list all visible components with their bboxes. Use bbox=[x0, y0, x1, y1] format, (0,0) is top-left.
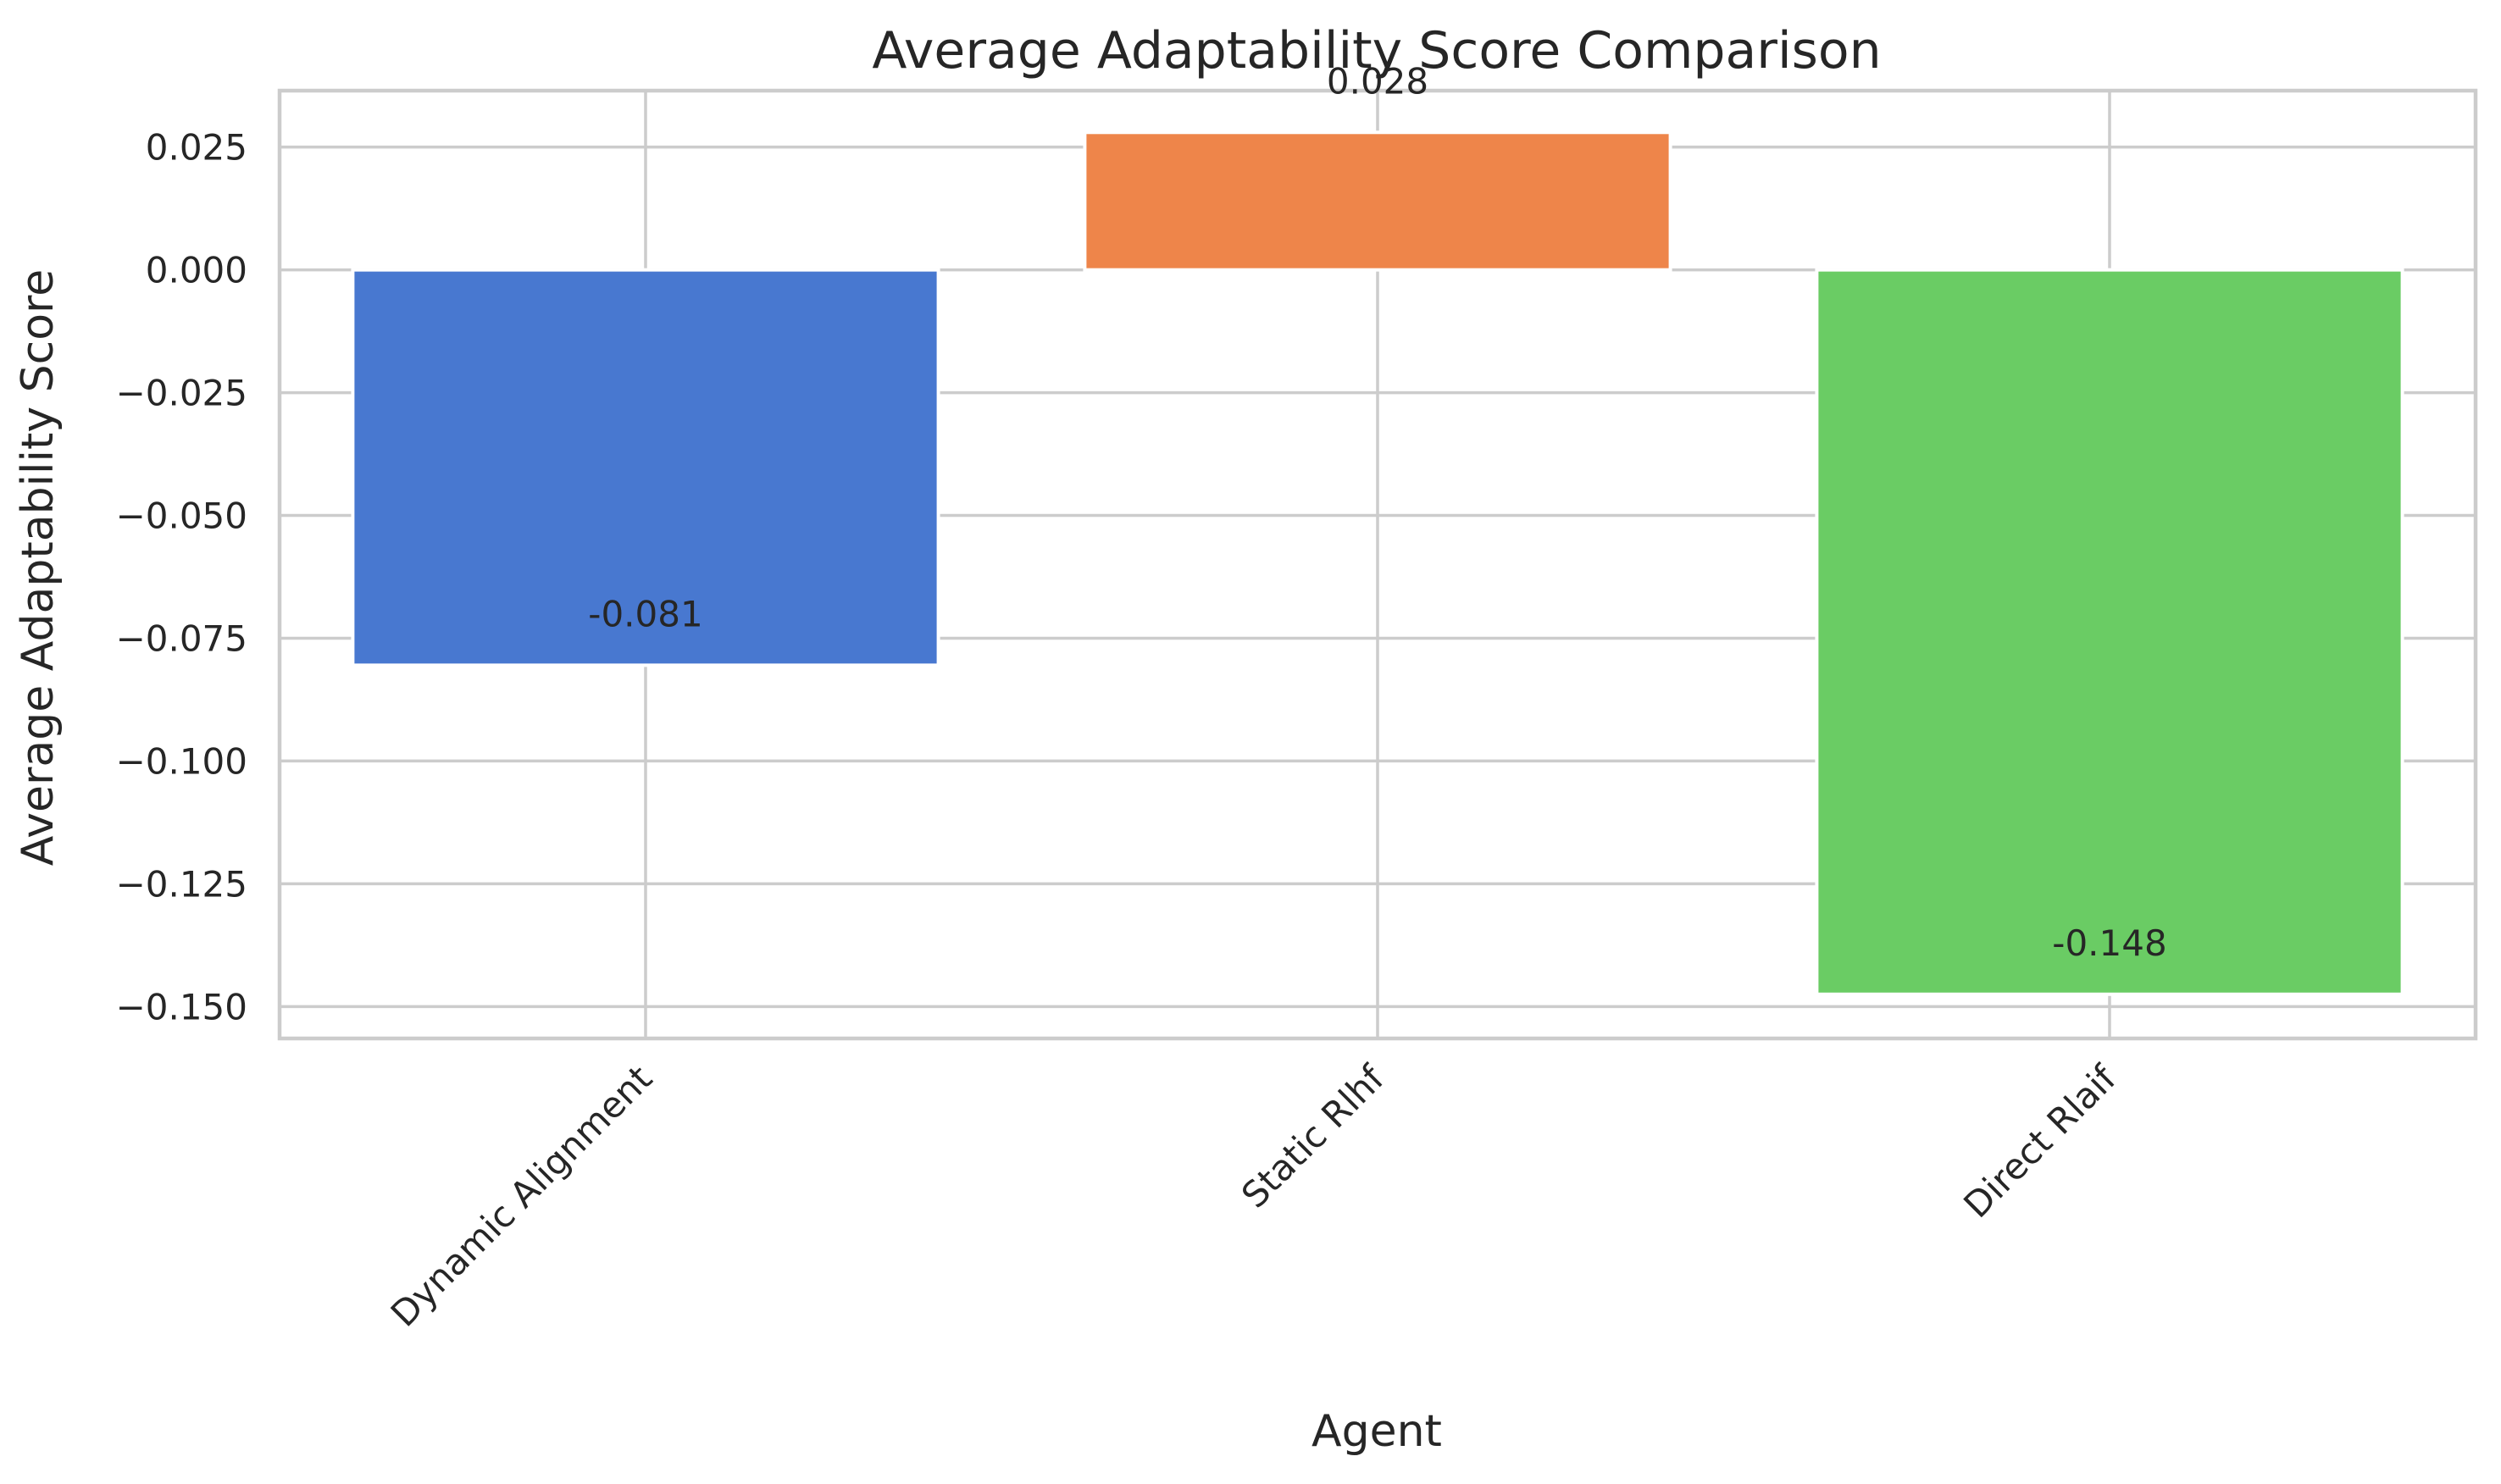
y-tick-label: −0.125 bbox=[116, 863, 247, 905]
x-tick-label: Dynamic Alignment bbox=[383, 1057, 660, 1334]
y-tick-label: −0.100 bbox=[116, 740, 247, 782]
y-tick-labels: 0.025 0.000 −0.025 −0.050 −0.075 −0.100 −0.125… bbox=[116, 127, 247, 1028]
bars bbox=[351, 130, 2404, 996]
y-tick-label: −0.025 bbox=[116, 373, 247, 414]
data-labels: -0.081 0.028 -0.148 bbox=[588, 60, 2166, 964]
y-tick-label: −0.075 bbox=[116, 617, 247, 659]
y-tick-label: 0.000 bbox=[146, 250, 247, 291]
chart-title: Average Adaptability Score Comparison bbox=[872, 21, 1881, 80]
y-axis-label: Average Adaptability Score bbox=[13, 269, 64, 867]
axes-frame bbox=[277, 88, 2478, 1041]
x-tick-label: Direct Rlaif bbox=[1955, 1057, 2125, 1227]
data-label: -0.081 bbox=[588, 593, 702, 634]
bar-direct-rlaif bbox=[1815, 268, 2404, 996]
x-tick-label: Static Rlhf bbox=[1234, 1057, 1393, 1216]
data-label: -0.148 bbox=[2052, 922, 2166, 964]
x-axis-label: Agent bbox=[1312, 1406, 1442, 1457]
y-tick-label: −0.150 bbox=[116, 986, 247, 1027]
y-tick-label: −0.050 bbox=[116, 496, 247, 537]
x-tick-labels: Dynamic Alignment Static Rlhf Direct Rlaif bbox=[383, 1057, 2125, 1335]
data-label: 0.028 bbox=[1327, 60, 1428, 102]
bar-static-rlhf bbox=[1083, 130, 1672, 272]
bar-dynamic-alignment bbox=[351, 268, 940, 667]
y-tick-label: 0.025 bbox=[146, 127, 247, 169]
